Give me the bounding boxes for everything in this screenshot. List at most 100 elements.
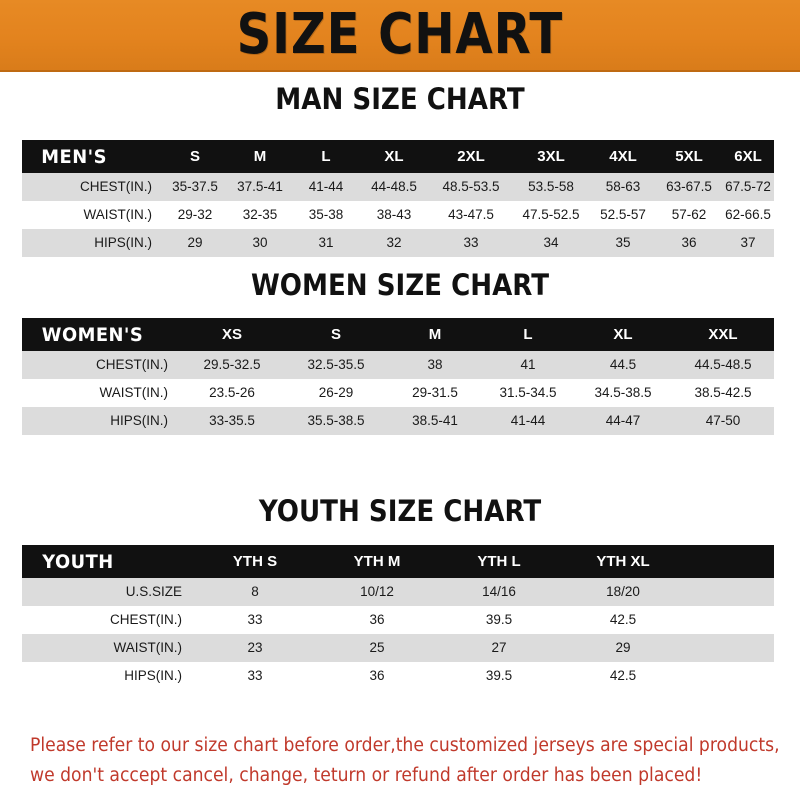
- man-cell-value: 43-47.5: [448, 207, 494, 222]
- women-cell-value: 34.5-38.5: [594, 385, 652, 400]
- man-cell-value: 30: [252, 235, 268, 250]
- youth-table-header-row: YOUTH YTH S YTH M YTH L YTH XL: [22, 545, 774, 578]
- footer-note: Please refer to our size chart before or…: [30, 731, 780, 791]
- youth-column-header: YTH XL: [596, 552, 650, 570]
- women-cell-value: 44.5-48.5: [694, 357, 752, 372]
- women-row-label: HIPS(IN.): [110, 413, 168, 428]
- youth-cell-value: 8: [251, 584, 259, 599]
- women-cell-value: 38: [427, 357, 443, 372]
- youth-cell-value: 42.5: [609, 668, 637, 683]
- youth-cell-value: 36: [369, 668, 385, 683]
- man-column-header: XL: [384, 147, 404, 165]
- youth-cell-spacer: [686, 634, 774, 662]
- man-row-label: CHEST(IN.): [80, 179, 152, 194]
- footer-note-line-2: we don't accept cancel, change, teturn o…: [30, 765, 703, 786]
- man-row-label: WAIST(IN.): [83, 207, 153, 222]
- women-column-header: M: [428, 325, 442, 343]
- youth-size-table-block: YOUTH YTH S YTH M YTH L YTH XL U.S.SIZE 8 10/12…: [22, 545, 774, 690]
- youth-cell-value: 33: [247, 612, 263, 627]
- women-column-header: S: [330, 325, 341, 343]
- man-cell-value: 29: [187, 235, 203, 250]
- youth-row-label: HIPS(IN.): [124, 668, 182, 683]
- man-cell-value: 53.5-58: [528, 179, 574, 194]
- man-column-header: 2XL: [457, 147, 485, 165]
- man-column-header: L: [321, 147, 331, 165]
- women-column-header: XXL: [708, 325, 738, 343]
- women-cell-value: 38.5-42.5: [694, 385, 752, 400]
- man-cell-value: 57-62: [671, 207, 707, 222]
- table-row: WAIST(IN.) 29-32 32-35 35-38 38-43 43-47.5 47.…: [22, 201, 774, 229]
- youth-column-header: YTH L: [477, 552, 521, 570]
- section-title-man: MAN SIZE CHART: [275, 82, 525, 116]
- youth-row-label: U.S.SIZE: [125, 584, 182, 599]
- man-table-body: MEN'S S M L XL 2XL 3XL 4XL 5XL 6XL CHEST(IN.) 35-37…: [22, 140, 774, 257]
- man-cell-value: 32-35: [242, 207, 278, 222]
- women-cell-value: 41-44: [510, 413, 546, 428]
- man-cell-value: 62-66.5: [725, 207, 771, 222]
- women-table-body: WOMEN'S XS S M L XL XXL CHEST(IN.) 29.5-32.5 32.5…: [22, 318, 774, 435]
- man-cell-value: 29-32: [177, 207, 213, 222]
- youth-cell-value: 33: [247, 668, 263, 683]
- women-cell-value: 26-29: [318, 385, 354, 400]
- man-cell-value: 67.5-72: [725, 179, 771, 194]
- youth-column-header: YTH S: [232, 552, 278, 570]
- table-row: WAIST(IN.) 23.5-26 26-29 29-31.5 31.5-34.5 34…: [22, 379, 774, 407]
- man-cell-value: 48.5-53.5: [442, 179, 500, 194]
- man-cell-value: 47.5-52.5: [522, 207, 580, 222]
- youth-cell-spacer: [686, 578, 774, 606]
- page-title: SIZE CHART: [236, 2, 564, 67]
- man-cell-value: 35: [615, 235, 631, 250]
- youth-cell-value: 42.5: [609, 612, 637, 627]
- man-cell-value: 34: [543, 235, 559, 250]
- man-cell-value: 32: [386, 235, 402, 250]
- man-cell-value: 37: [740, 235, 756, 250]
- women-cell-value: 31.5-34.5: [499, 385, 557, 400]
- man-cell-value: 38-43: [376, 207, 412, 222]
- man-column-header: 4XL: [609, 147, 637, 165]
- man-size-table: MEN'S S M L XL 2XL 3XL 4XL 5XL 6XL CHEST(IN.) 35-37…: [22, 140, 774, 257]
- women-size-table: WOMEN'S XS S M L XL XXL CHEST(IN.) 29.5-32.5 32.5…: [22, 318, 774, 435]
- man-cell-value: 35-38: [308, 207, 344, 222]
- women-cell-value: 44.5: [609, 357, 637, 372]
- man-size-table-block: MEN'S S M L XL 2XL 3XL 4XL 5XL 6XL CHEST(IN.) 35-37…: [22, 140, 774, 257]
- women-cell-value: 44-47: [605, 413, 641, 428]
- youth-cell-value: 27: [491, 640, 507, 655]
- man-column-header: 6XL: [734, 147, 762, 165]
- man-cell-value: 52.5-57: [600, 207, 646, 222]
- man-cell-value: 44-48.5: [371, 179, 417, 194]
- women-cell-value: 35.5-38.5: [307, 413, 365, 428]
- table-row: CHEST(IN.) 35-37.5 37.5-41 41-44 44-48.5 48.5…: [22, 173, 774, 201]
- man-column-header: 3XL: [537, 147, 565, 165]
- table-row: U.S.SIZE 8 10/12 14/16 18/20: [22, 578, 774, 606]
- women-column-header: XL: [613, 325, 633, 343]
- man-cell-value: 33: [463, 235, 479, 250]
- youth-cell-value: 39.5: [485, 668, 513, 683]
- youth-table-corner-label: YOUTH: [42, 550, 114, 573]
- women-cell-value: 32.5-35.5: [307, 357, 365, 372]
- table-row: HIPS(IN.) 33-35.5 35.5-38.5 38.5-41 41-44 44-…: [22, 407, 774, 435]
- women-row-label: WAIST(IN.): [99, 385, 169, 400]
- women-size-table-block: WOMEN'S XS S M L XL XXL CHEST(IN.) 29.5-32.5 32.5…: [22, 318, 774, 435]
- table-row: HIPS(IN.) 29 30 31 32 33 34 35 36 37: [22, 229, 774, 257]
- youth-cell-value: 18/20: [606, 584, 640, 599]
- footer-note-line-1: Please refer to our size chart before or…: [30, 735, 780, 756]
- page-banner: SIZE CHART: [0, 0, 800, 72]
- youth-row-label: WAIST(IN.): [113, 640, 183, 655]
- man-cell-value: 41-44: [308, 179, 344, 194]
- man-column-header: M: [253, 147, 267, 165]
- youth-row-label: CHEST(IN.): [110, 612, 182, 627]
- man-cell-value: 37.5-41: [237, 179, 283, 194]
- table-row: CHEST(IN.) 29.5-32.5 32.5-35.5 38 41 44.5 44.5…: [22, 351, 774, 379]
- women-row-label: CHEST(IN.): [96, 357, 168, 372]
- man-table-header-row: MEN'S S M L XL 2XL 3XL 4XL 5XL 6XL: [22, 140, 774, 173]
- youth-header-spacer: [686, 545, 774, 578]
- table-row: CHEST(IN.) 33 36 39.5 42.5: [22, 606, 774, 634]
- youth-cell-spacer: [686, 606, 774, 634]
- youth-table-body: YOUTH YTH S YTH M YTH L YTH XL U.S.SIZE 8 10/12…: [22, 545, 774, 690]
- women-column-header: L: [523, 325, 533, 343]
- man-cell-value: 31: [318, 235, 334, 250]
- youth-size-table: YOUTH YTH S YTH M YTH L YTH XL U.S.SIZE 8 10/12…: [22, 545, 774, 690]
- women-cell-value: 41: [520, 357, 536, 372]
- women-cell-value: 23.5-26: [209, 385, 255, 400]
